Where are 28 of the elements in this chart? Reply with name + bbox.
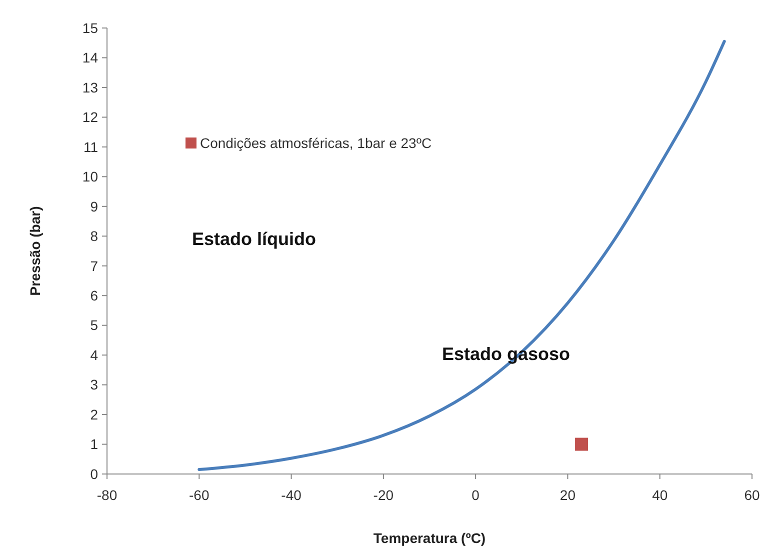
y-tick-label: 11 <box>83 138 98 155</box>
y-axis-title: Pressão (bar) <box>27 206 43 296</box>
y-tick-label: 8 <box>90 228 98 244</box>
y-tick-label: 6 <box>90 288 98 304</box>
y-tick-label: 1 <box>90 436 98 452</box>
x-tick-label: -40 <box>281 487 302 503</box>
y-tick-label: 15 <box>82 20 98 36</box>
x-tick-label: 60 <box>744 487 760 503</box>
x-tick-label: -60 <box>189 487 210 503</box>
y-tick-label: 5 <box>90 317 98 334</box>
x-tick-label: 20 <box>560 487 576 503</box>
x-axis-title: Temperatura (ºC) <box>373 530 486 546</box>
x-tick-label: -80 <box>96 487 118 503</box>
x-tick-label: -20 <box>373 487 394 503</box>
y-tick-label: 12 <box>82 109 98 126</box>
legend-label: Condições atmosféricas, 1bar e 23ºC <box>200 134 432 151</box>
y-tick-label: 3 <box>90 376 98 393</box>
y-tick-label: 14 <box>82 50 98 66</box>
y-tick-label: 7 <box>90 258 98 274</box>
annotation: Estado líquido <box>192 229 316 249</box>
y-tick-label: 13 <box>82 79 98 96</box>
y-tick-label: 4 <box>90 346 98 363</box>
y-tick-label: 2 <box>90 406 98 422</box>
x-tick-label: 0 <box>472 487 480 503</box>
y-tick-label: 9 <box>90 198 98 214</box>
x-tick-label: 40 <box>652 487 668 503</box>
y-tick-label: 10 <box>82 168 98 185</box>
y-tick-label: 0 <box>90 466 98 482</box>
